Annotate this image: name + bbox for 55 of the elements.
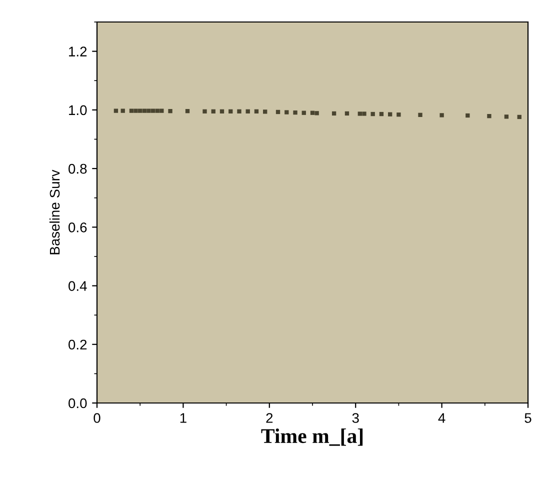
point (358, 112, 362, 116)
y-tick-label: 0.4 (68, 281, 87, 291)
point (237, 109, 242, 114)
y-tick-label: 0.0 (68, 398, 87, 408)
point (344, 111, 350, 116)
y-tick-label: 0.6 (68, 222, 87, 232)
y-tick-label: 1.0 (69, 105, 87, 116)
point (138, 108, 142, 113)
point (129, 108, 134, 113)
point (254, 109, 259, 114)
point (246, 109, 250, 114)
point (440, 113, 444, 118)
point (142, 108, 146, 113)
point (310, 110, 315, 115)
point (202, 109, 207, 114)
point (418, 112, 422, 117)
point (220, 109, 224, 114)
y-axis-title: Baseline Surv (49, 170, 60, 254)
x-tick-label: 0 (94, 413, 100, 423)
point (293, 110, 298, 115)
point (228, 109, 233, 114)
point (134, 108, 138, 113)
point (396, 112, 401, 117)
point (211, 109, 216, 114)
point (487, 114, 492, 118)
point (504, 114, 509, 119)
point (314, 111, 319, 116)
point (332, 111, 336, 116)
point (155, 108, 160, 113)
point (276, 110, 280, 114)
point (160, 108, 164, 113)
y-tick-label: 1.2 (69, 46, 87, 56)
point (302, 110, 306, 115)
point (370, 112, 375, 116)
point (120, 108, 125, 113)
y-tick-label: 0.8 (68, 164, 87, 174)
point (168, 109, 172, 114)
x-tick-label: 2 (266, 413, 273, 423)
x-axis-title: Time m_[a] (261, 428, 363, 446)
x-tick-label: 1 (180, 413, 186, 423)
point (379, 112, 384, 116)
point (517, 114, 522, 120)
x-tick-label: 3 (352, 413, 359, 423)
point (284, 110, 289, 114)
point (362, 112, 366, 116)
x-tick-label: 5 (524, 413, 532, 423)
point (146, 108, 151, 113)
point (466, 113, 470, 118)
point (263, 110, 268, 114)
point (114, 108, 118, 113)
x-tick-label: 4 (438, 413, 446, 423)
point (388, 112, 392, 116)
y-tick-label: 0.2 (68, 340, 87, 350)
point (150, 108, 156, 113)
point (185, 109, 190, 114)
